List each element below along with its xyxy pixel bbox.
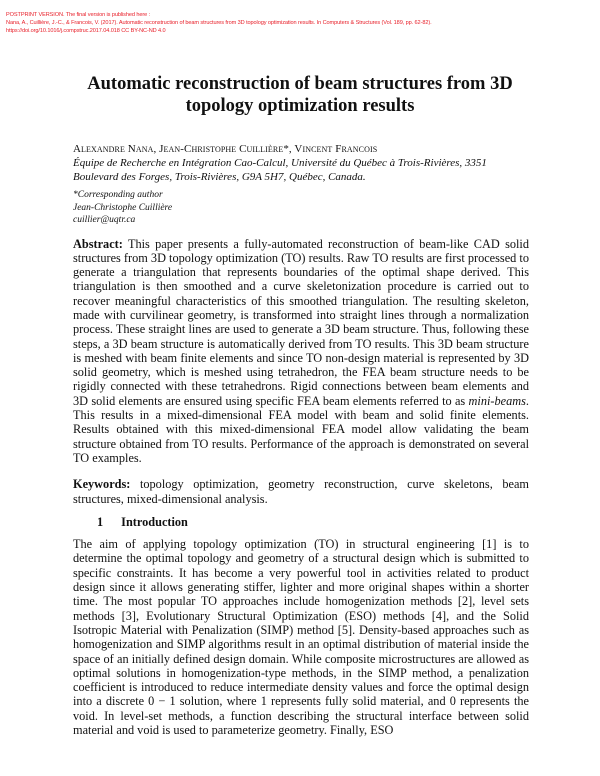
corresponding-name: Jean-Christophe Cuillière: [73, 202, 173, 213]
corresponding-email: cuillier@uqtr.ca: [73, 215, 136, 225]
notice-citation: Nana, A., Cuillière, J.-C., & Francois, …: [6, 20, 432, 26]
abstract-text-end: . This results in a mixed-dimensional FE…: [73, 393, 529, 465]
keywords-label: Keywords:: [73, 477, 131, 492]
introduction-paragraph: The aim of applying topology optimizatio…: [73, 537, 529, 737]
notice-doi-link[interactable]: https://doi.org/10.1016/j.compstruc.2017…: [6, 28, 166, 34]
abstract-text: This paper presents a fully-automated re…: [73, 236, 529, 408]
corresponding-label: *Corresponding author: [73, 190, 163, 200]
section-title: Introduction: [121, 514, 188, 529]
paper-title: Automatic reconstruction of beam structu…: [87, 74, 513, 116]
postprint-notice: POSTPRINT VERSION. The final version is …: [6, 11, 594, 35]
corresponding-author: *Corresponding author Jean-Christophe Cu…: [73, 189, 529, 227]
keywords: Keywords: topology optimization, geometr…: [73, 477, 529, 506]
section-heading: 1 Introduction: [97, 515, 529, 529]
abstract-emphasis: mini-beams: [468, 393, 526, 408]
notice-line: POSTPRINT VERSION. The final version is …: [6, 12, 151, 18]
paper-page: POSTPRINT VERSION. The final version is …: [6, 11, 594, 737]
paper-body: Alexandre Nana, Jean-Christophe Cuillièr…: [73, 142, 529, 737]
abstract-label: Abstract:: [73, 236, 123, 251]
keywords-text: topology optimization, geometry reconstr…: [73, 477, 529, 506]
affiliation: Équipe de Recherche en Intégration Cao-C…: [73, 157, 487, 183]
abstract: Abstract: This paper presents a fully-au…: [73, 237, 529, 466]
authors: Alexandre Nana, Jean-Christophe Cuillièr…: [73, 143, 378, 155]
section-number: 1: [97, 514, 104, 529]
